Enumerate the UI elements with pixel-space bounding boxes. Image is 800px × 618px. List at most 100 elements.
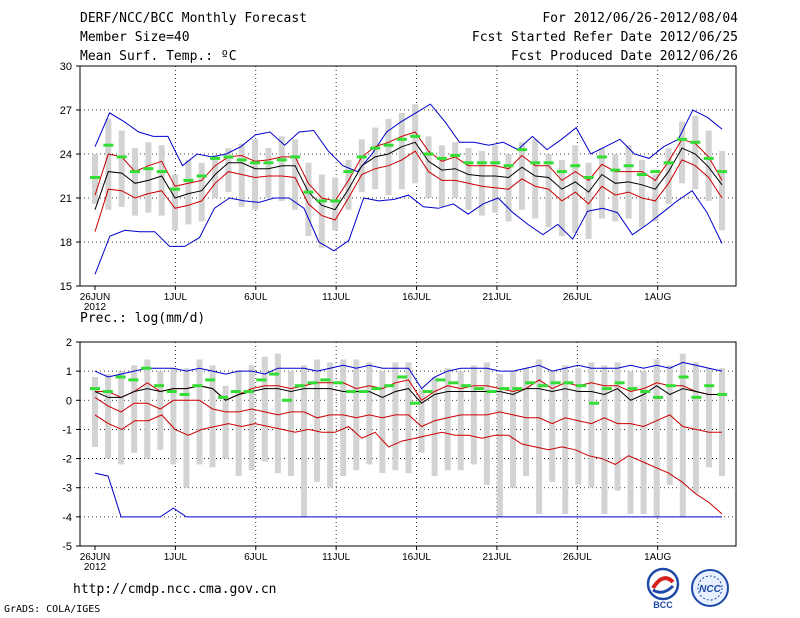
climatology-marker: [294, 384, 305, 388]
climatology-marker: [276, 158, 287, 162]
spread-box: [252, 139, 259, 210]
spread-box: [678, 121, 685, 184]
climatology-marker: [333, 381, 344, 385]
forecast-started-date: Fcst Started Refer Date 2012/06/25: [471, 30, 738, 45]
climatology-marker: [676, 137, 687, 141]
spread-box: [332, 177, 339, 231]
spread-box: [353, 359, 360, 471]
y-tick-label: -5: [62, 541, 72, 553]
climatology-marker: [396, 137, 407, 141]
climatology-marker: [217, 395, 228, 399]
climatology-marker: [512, 387, 523, 391]
climatology-marker: [256, 378, 267, 382]
spread-box: [614, 362, 621, 491]
chart-title: DERF/NCC/BCC Monthly Forecast: [80, 11, 307, 26]
climatology-marker: [205, 378, 216, 382]
climatology-marker: [281, 398, 292, 402]
climatology-marker: [397, 375, 408, 379]
climatology-marker: [371, 387, 382, 391]
climatology-marker: [210, 156, 221, 160]
climatology-marker: [102, 390, 113, 394]
climatology-marker: [663, 161, 674, 165]
climatology-marker: [717, 170, 727, 174]
climatology-marker: [307, 381, 318, 385]
climatology-marker: [384, 384, 395, 388]
climatology-marker: [543, 161, 554, 165]
climatology-marker: [614, 381, 625, 385]
spread-box: [372, 127, 379, 190]
climatology-marker: [653, 395, 664, 399]
climatology-marker: [141, 366, 152, 370]
spread-box: [385, 118, 392, 196]
x-tick-label: 21JUL: [482, 292, 511, 303]
spread-box: [287, 371, 294, 477]
x-tick-label: 6JUL: [244, 552, 268, 563]
spread-box: [274, 353, 281, 474]
climatology-marker: [90, 175, 100, 179]
spread-box: [235, 371, 242, 477]
climatology-marker: [422, 390, 433, 394]
spread-box: [340, 359, 347, 477]
climatology-marker: [589, 401, 600, 405]
spread-box: [392, 362, 399, 471]
precip-panel-title: Prec.: log(mm/d): [80, 311, 205, 326]
spread-box: [198, 162, 205, 222]
spread-box: [118, 371, 125, 465]
spread-box: [692, 362, 699, 494]
y-tick-label: 24: [60, 149, 72, 161]
climatology-marker: [640, 390, 651, 394]
climatology-marker: [516, 148, 527, 152]
climatology-marker: [627, 387, 638, 391]
spread-box: [301, 365, 307, 517]
climatology-marker: [550, 381, 561, 385]
spread-box: [496, 374, 503, 517]
climatology-marker: [690, 140, 701, 144]
spread-box: [652, 174, 659, 222]
climatology-marker: [503, 164, 514, 168]
climatology-marker: [183, 178, 194, 182]
bcc-logo-text: BCC: [653, 600, 673, 610]
spread-box: [314, 359, 321, 482]
climatology-marker: [570, 164, 581, 168]
series-max-line: [94, 361, 723, 390]
spread-box: [562, 365, 569, 514]
climatology-marker: [179, 392, 190, 396]
spread-box: [92, 376, 98, 447]
spread-box: [412, 104, 419, 184]
x-tick-label: 21JUL: [482, 552, 511, 563]
climatology-marker: [476, 161, 487, 165]
series-max-line: [94, 103, 723, 173]
climatology-marker: [90, 387, 100, 391]
x-tick-label: 11JUL: [322, 292, 351, 303]
climatology-marker: [410, 134, 421, 138]
spread-box: [172, 174, 179, 231]
climatology-marker: [665, 384, 676, 388]
climatology-marker: [563, 381, 574, 385]
spread-box: [719, 368, 725, 477]
spread-box: [196, 359, 203, 465]
y-tick-label: 15: [60, 281, 72, 293]
climatology-marker: [610, 168, 621, 172]
spread-box: [640, 371, 647, 514]
climatology-marker: [263, 161, 274, 165]
y-tick-label: -3: [62, 483, 72, 495]
climatology-marker: [473, 387, 484, 391]
spread-box: [438, 145, 445, 207]
x-tick-label: 1AUG: [644, 552, 671, 563]
climatology-marker: [704, 384, 715, 388]
source-url[interactable]: http://cmdp.ncc.cma.gov.cn: [73, 582, 277, 597]
spread-box: [185, 159, 192, 225]
series-min-line: [94, 190, 723, 275]
series-lower-line: [94, 396, 722, 433]
spread-box: [666, 365, 673, 485]
x-tick-label: 1JUL: [164, 552, 188, 563]
climatology-marker: [461, 384, 472, 388]
spread-box: [278, 136, 285, 201]
climatology-marker: [601, 387, 612, 391]
spread-box: [598, 148, 605, 219]
y-tick-label: 0: [66, 395, 72, 407]
climatology-marker: [530, 161, 541, 165]
climatology-marker: [717, 392, 727, 396]
forecast-period: For 2012/06/26-2012/08/04: [542, 11, 738, 26]
climatology-marker: [650, 170, 661, 174]
